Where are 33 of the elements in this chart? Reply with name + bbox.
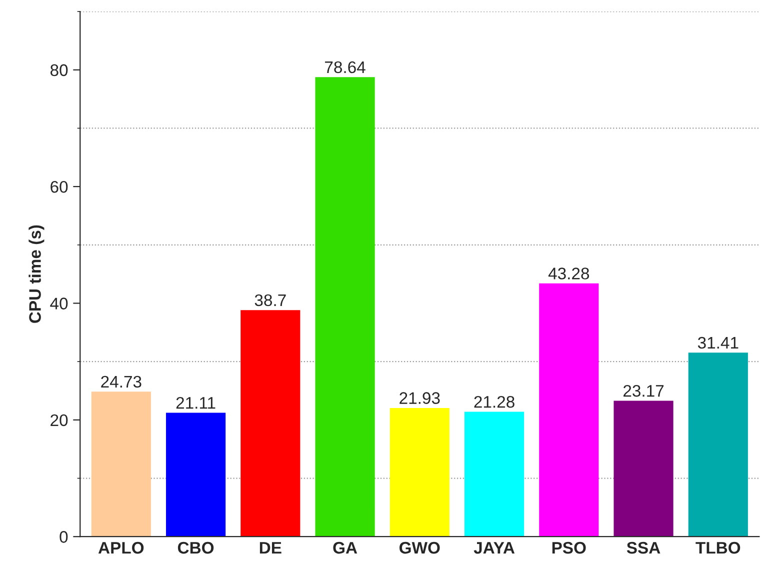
x-tick-label: TLBO <box>696 542 740 554</box>
bar <box>166 412 226 537</box>
data-label: 21.11 <box>176 396 216 409</box>
data-label: 21.93 <box>400 392 440 404</box>
y-tick-label: 20 <box>50 414 68 426</box>
bar <box>688 352 748 537</box>
data-label: 31.41 <box>698 336 738 349</box>
data-label: 78.64 <box>325 61 366 74</box>
y-tick-label: 80 <box>50 64 68 76</box>
data-label: 24.73 <box>101 376 142 388</box>
bar <box>315 77 375 537</box>
x-tick-label: CBO <box>178 542 214 554</box>
x-tick-label: GWO <box>400 542 440 554</box>
x-tick-label: SSA <box>626 542 660 554</box>
x-tick-label: APLO <box>98 542 144 554</box>
x-tick-label: GA <box>333 542 358 554</box>
data-label: 43.28 <box>548 268 590 280</box>
data-label: 23.17 <box>624 384 664 397</box>
bar <box>390 408 450 537</box>
x-tick-label: DE <box>260 542 282 554</box>
bar <box>614 400 674 537</box>
bar <box>464 412 524 537</box>
data-label: 38.7 <box>254 294 286 306</box>
y-tick-label: 40 <box>50 298 68 310</box>
x-tick-label: JAYA <box>474 542 515 554</box>
data-label: 21.28 <box>474 396 514 408</box>
bar <box>91 392 151 537</box>
bar <box>539 283 599 537</box>
y-axis-title: CPU time (s) <box>28 225 44 323</box>
y-tick-label: 0 <box>60 531 68 543</box>
bar <box>240 310 300 537</box>
y-tick-label: 60 <box>50 180 68 193</box>
x-tick-label: PSO <box>552 542 586 554</box>
